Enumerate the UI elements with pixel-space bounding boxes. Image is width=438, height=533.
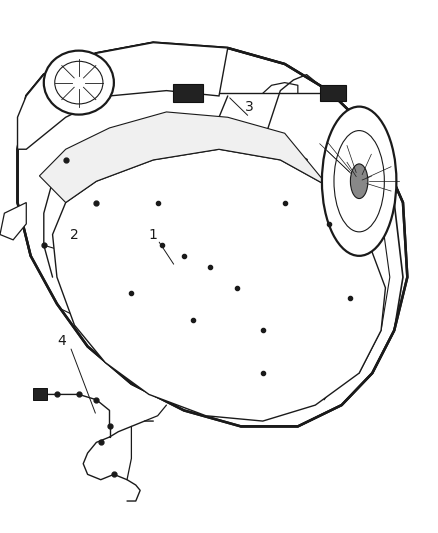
- Polygon shape: [39, 112, 329, 203]
- FancyBboxPatch shape: [33, 389, 47, 400]
- Polygon shape: [0, 203, 26, 240]
- FancyBboxPatch shape: [320, 85, 346, 101]
- Polygon shape: [18, 43, 407, 426]
- Ellipse shape: [44, 51, 114, 115]
- FancyBboxPatch shape: [173, 84, 203, 102]
- Text: 4: 4: [57, 334, 66, 348]
- Text: 1: 1: [149, 228, 158, 241]
- Polygon shape: [18, 43, 228, 149]
- Ellipse shape: [350, 164, 368, 199]
- Text: 3: 3: [245, 100, 254, 114]
- Ellipse shape: [322, 107, 396, 256]
- Text: 2: 2: [70, 228, 79, 241]
- Polygon shape: [53, 149, 385, 421]
